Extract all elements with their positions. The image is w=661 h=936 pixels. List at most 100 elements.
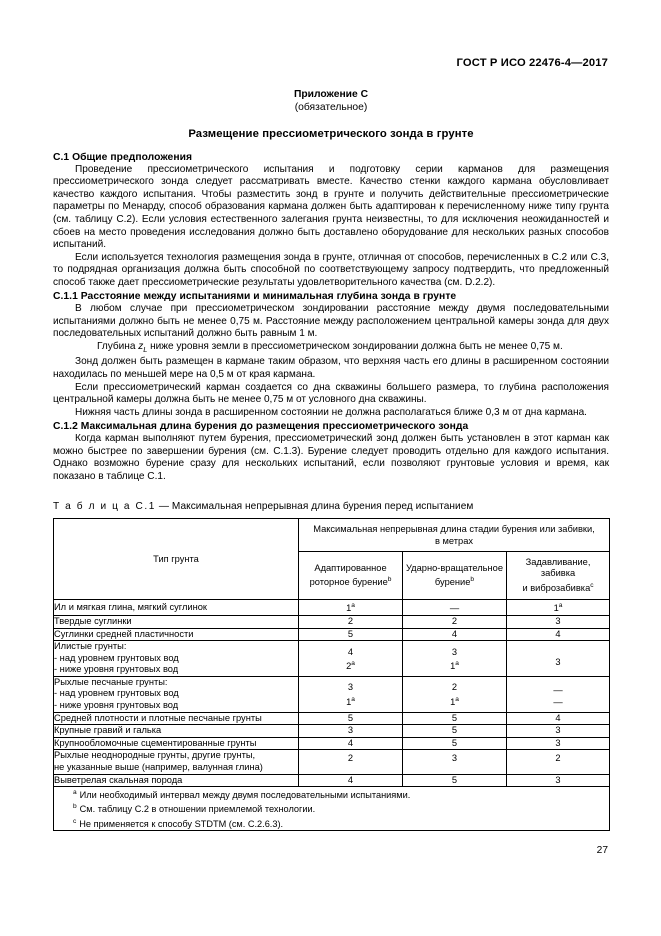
value: 2 bbox=[451, 682, 458, 693]
cell-rotary: 5 bbox=[298, 627, 403, 642]
footnote-marker: c bbox=[73, 817, 77, 825]
table-body: Тип грунта Максимальная непрерывная длин… bbox=[53, 518, 610, 832]
table-row: Выветрелая скальная порода 4 5 3 bbox=[53, 773, 610, 788]
value: 4 bbox=[347, 646, 354, 657]
clause-heading-c11: С.1.1 Расстояние между испытаниями и мин… bbox=[53, 291, 457, 303]
value-line: 1a bbox=[403, 694, 506, 709]
th-pushing-line2: забивка bbox=[540, 568, 576, 579]
th-pushing-driving: Задавливание, забивка и виброзабивкаc bbox=[506, 551, 610, 601]
cell-pushing: 4 bbox=[506, 627, 610, 642]
table-row: Ил и мягкая глина, мягкий суглинок 1a — … bbox=[53, 599, 610, 616]
th-percussion-sup: b bbox=[470, 576, 475, 584]
value-line: — bbox=[507, 697, 609, 709]
value: — bbox=[449, 603, 460, 614]
cell-percussion: 4 bbox=[402, 627, 507, 642]
table-footnotes-row: a Или необходимый интервал между двумя по… bbox=[53, 786, 610, 832]
paragraph-c1-1: Проведение прессиометрического испытания… bbox=[53, 163, 609, 251]
paragraph-c1-2: Если используется технология размещения … bbox=[53, 251, 609, 288]
th-pushing-line1: Задавливание, bbox=[525, 557, 591, 568]
value-line: — bbox=[507, 685, 609, 697]
table-row: Средней плотности и плотные песчаные гру… bbox=[53, 711, 610, 726]
cell-percussion: 5 bbox=[402, 724, 507, 738]
cell-pushing: 3 bbox=[506, 640, 610, 677]
cell-soil: Крупные гравий и галька bbox=[53, 724, 299, 738]
footnote-c: c Не применяется к способу STDTM (см. С.2… bbox=[54, 816, 609, 830]
footnote-text: См. таблицу С.2 в отношении приемлемой т… bbox=[79, 804, 316, 815]
th-pushing-line3: и виброзабивка bbox=[522, 582, 591, 593]
th-group-header-line1: Максимальная непрерывная длина стадии бу… bbox=[313, 524, 595, 535]
cell-rotary: 1a bbox=[298, 599, 403, 616]
th-percussion-drilling: Ударно-вращательное бурениеb bbox=[402, 551, 507, 601]
cell-soil: Твердые суглинки bbox=[53, 614, 299, 629]
cell-percussion: 2 bbox=[402, 614, 507, 629]
th-percussion-line1: Ударно-вращательное bbox=[406, 562, 503, 573]
th-rotary-sup: b bbox=[387, 576, 392, 584]
cell-soil-title: Рыхлые неоднородные грунты, другие грунт… bbox=[54, 750, 256, 761]
cell-rotary: 2 bbox=[298, 749, 403, 775]
th-group-header-line2: в метрах bbox=[434, 535, 474, 546]
table-footnotes: a Или необходимый интервал между двумя по… bbox=[53, 786, 610, 832]
cell-percussion: 5 bbox=[402, 711, 507, 726]
cell-rotary: 2 bbox=[298, 614, 403, 629]
th-pushing-sup: c bbox=[590, 581, 594, 589]
table-caption-prefix: Т а б л и ц а С.1 bbox=[53, 501, 157, 513]
paragraph-c11-3: Зонд должен быть размещен в кармане таки… bbox=[53, 356, 609, 381]
cell-soil-sub: - над уровнем грунтовых вод bbox=[54, 652, 179, 663]
cell-soil-sub: - ниже уровня грунтовых вод bbox=[54, 664, 179, 675]
annex-status: (обязательное) bbox=[294, 102, 368, 114]
cell-pushing: 3 bbox=[506, 773, 610, 788]
paragraph-c11-1: В любом случае при прессиометрическом зо… bbox=[53, 303, 609, 340]
page-content: Приложение С (обязательное) Размещение п… bbox=[53, 88, 610, 832]
clause-heading-c1: С.1 Общие предположения bbox=[53, 151, 193, 163]
value: 2 bbox=[346, 661, 352, 672]
table-row: Рыхлые неоднородные грунты, другие грунт… bbox=[53, 749, 610, 775]
value: — bbox=[553, 685, 563, 696]
value: 1 bbox=[450, 661, 456, 672]
value-line: 4 bbox=[299, 647, 402, 659]
cell-soil-title: Илистые грунты: bbox=[54, 641, 127, 652]
value-sup: a bbox=[558, 602, 563, 610]
table-row: Илистые грунты: - над уровнем грунтовых … bbox=[53, 640, 610, 677]
value-line: 1a bbox=[299, 694, 402, 709]
cell-soil: Средней плотности и плотные песчаные гру… bbox=[53, 711, 299, 726]
value-sup: a bbox=[455, 695, 459, 703]
cell-soil: Ил и мягкая глина, мягкий суглинок bbox=[53, 599, 299, 616]
page-number: 27 bbox=[596, 845, 608, 856]
value: 1 bbox=[553, 603, 559, 614]
cell-pushing: 3 bbox=[506, 724, 610, 738]
th-rotary-line1: Адаптированное bbox=[314, 562, 387, 573]
th-soil-type: Тип грунта bbox=[53, 518, 299, 601]
cell-percussion: 3 1a bbox=[402, 640, 507, 677]
cell-soil: Суглинки средней пластичности bbox=[53, 627, 299, 642]
cell-soil-sub: - ниже уровня грунтовых вод bbox=[54, 700, 179, 711]
paragraph-c11-5: Нижняя часть длины зонда в расширенном с… bbox=[75, 406, 587, 418]
cell-rotary: 4 bbox=[298, 736, 403, 751]
footnote-a: a Или необходимый интервал между двумя по… bbox=[54, 787, 609, 801]
value: 1 bbox=[346, 603, 352, 614]
table-header-row-cols: Адаптированное роторное бурениеb Ударно-… bbox=[54, 551, 610, 601]
annex-title: Размещение прессиометрического зонда в г… bbox=[188, 127, 474, 140]
cell-soil: Выветрелая скальная порода bbox=[53, 773, 299, 788]
clause-heading-c12: С.1.2 Максимальная длина бурения до разм… bbox=[53, 421, 469, 433]
value-line: 3 bbox=[403, 647, 506, 659]
paragraph-c11-4: Если прессиометрический карман создается… bbox=[53, 381, 609, 406]
cell-soil: Илистые грунты: - над уровнем грунтовых … bbox=[53, 640, 299, 677]
depth-symbol: z bbox=[138, 340, 144, 352]
value: 3 bbox=[347, 682, 354, 693]
cell-rotary: 5 bbox=[298, 711, 403, 726]
table-row: Твердые суглинки 2 2 3 bbox=[53, 614, 610, 629]
footnote-b: b См. таблицу С.2 в отношении приемлемой … bbox=[54, 801, 609, 815]
cell-soil-sub: - над уровнем грунтовых вод bbox=[54, 688, 179, 699]
value: — bbox=[553, 697, 563, 708]
th-group-header: Максимальная непрерывная длина стадии бу… bbox=[298, 518, 610, 553]
th-rotary-drilling: Адаптированное роторное бурениеb bbox=[298, 551, 403, 601]
value-line: 3 bbox=[299, 682, 402, 694]
th-rotary-line2: роторное бурение bbox=[309, 577, 388, 588]
footnote-text: Не применяется к способу STDTM (см. С.2.… bbox=[79, 818, 284, 829]
table-row: Суглинки средней пластичности 5 4 4 bbox=[53, 627, 610, 642]
cell-pushing: 1a bbox=[506, 599, 610, 616]
value-sup: a bbox=[455, 660, 459, 668]
value-sup: a bbox=[351, 660, 355, 668]
paragraph-c11-2: Глубина zL ниже уровня земли в прессиоме… bbox=[97, 340, 563, 354]
